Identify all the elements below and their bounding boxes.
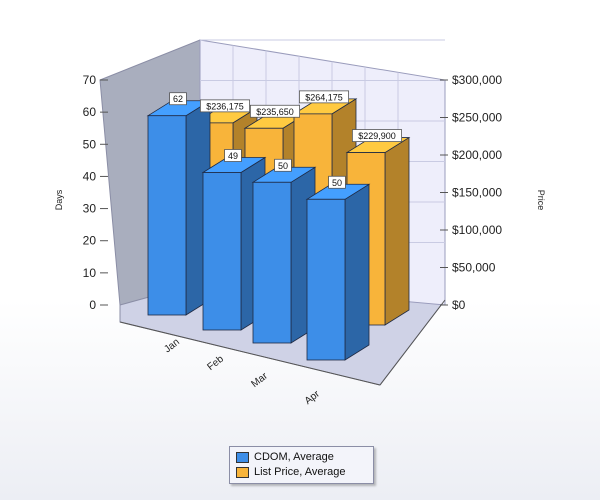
data-label-list-price: $236,175 bbox=[199, 99, 250, 113]
y2-tick-label: $200,000 bbox=[452, 148, 502, 162]
data-label-list-price-text: $264,175 bbox=[305, 92, 343, 102]
data-label-list-price: $229,900 bbox=[351, 129, 402, 142]
legend-item-cdom: CDOM, Average bbox=[236, 450, 334, 464]
y-tick-label: 10 bbox=[83, 266, 97, 280]
data-label-list-price: $264,175 bbox=[298, 90, 349, 104]
y2-tick-label: $50,000 bbox=[452, 261, 496, 275]
y2-tick-label: $100,000 bbox=[452, 223, 502, 237]
data-label-cdom: 50 bbox=[274, 158, 292, 172]
data-label-cdom-text: 62 bbox=[173, 94, 183, 104]
y2-tick-label: $150,000 bbox=[452, 186, 502, 200]
x-axis-line bbox=[119, 321, 381, 386]
y-tick-label: 20 bbox=[83, 234, 97, 248]
y-tick-label: 40 bbox=[83, 169, 97, 183]
floor-right-edge bbox=[379, 299, 446, 386]
y-tick-label: 50 bbox=[83, 137, 97, 151]
x-tick-label: Apr bbox=[303, 388, 323, 407]
y-tick-label: 70 bbox=[83, 73, 97, 87]
data-label-list-price: $235,650 bbox=[249, 104, 300, 118]
legend-label-cdom: CDOM, Average bbox=[254, 451, 334, 463]
y-axis-title: Days bbox=[54, 189, 64, 210]
legend-item-list-price: List Price, Average bbox=[236, 465, 346, 479]
data-label-cdom-text: 50 bbox=[278, 161, 288, 171]
data-label-cdom: 62 bbox=[169, 92, 187, 106]
y-tick-label: 60 bbox=[83, 105, 97, 119]
x-tick-label: Mar bbox=[249, 370, 270, 390]
y2-tick-label: $0 bbox=[452, 298, 466, 312]
data-label-cdom-text: 50 bbox=[332, 178, 342, 188]
y2-tick-label: $300,000 bbox=[452, 73, 502, 87]
legend-swatch-list-price bbox=[236, 466, 249, 478]
x-tick-label: Feb bbox=[205, 353, 226, 373]
y2-axis-title: Price bbox=[536, 190, 546, 211]
bar-cdom bbox=[251, 166, 317, 344]
data-label-cdom-text: 49 bbox=[228, 151, 238, 161]
legend: CDOM, Average List Price, Average bbox=[229, 446, 374, 484]
y-tick-label: 30 bbox=[83, 202, 97, 216]
data-label-list-price-text: $235,650 bbox=[256, 107, 294, 117]
legend-label-list-price: List Price, Average bbox=[254, 466, 346, 478]
data-label-list-price-text: $229,900 bbox=[358, 131, 396, 141]
bar-cdom bbox=[146, 99, 212, 316]
data-label-cdom: 50 bbox=[328, 175, 346, 189]
y2-tick-label: $250,000 bbox=[452, 111, 502, 125]
data-label-cdom: 49 bbox=[224, 149, 242, 162]
data-label-list-price-text: $236,175 bbox=[206, 101, 244, 111]
legend-swatch-cdom bbox=[236, 451, 249, 463]
bar-cdom bbox=[305, 183, 371, 361]
y-tick-label: 0 bbox=[89, 298, 96, 312]
x-tick-label: Jan bbox=[162, 337, 181, 356]
